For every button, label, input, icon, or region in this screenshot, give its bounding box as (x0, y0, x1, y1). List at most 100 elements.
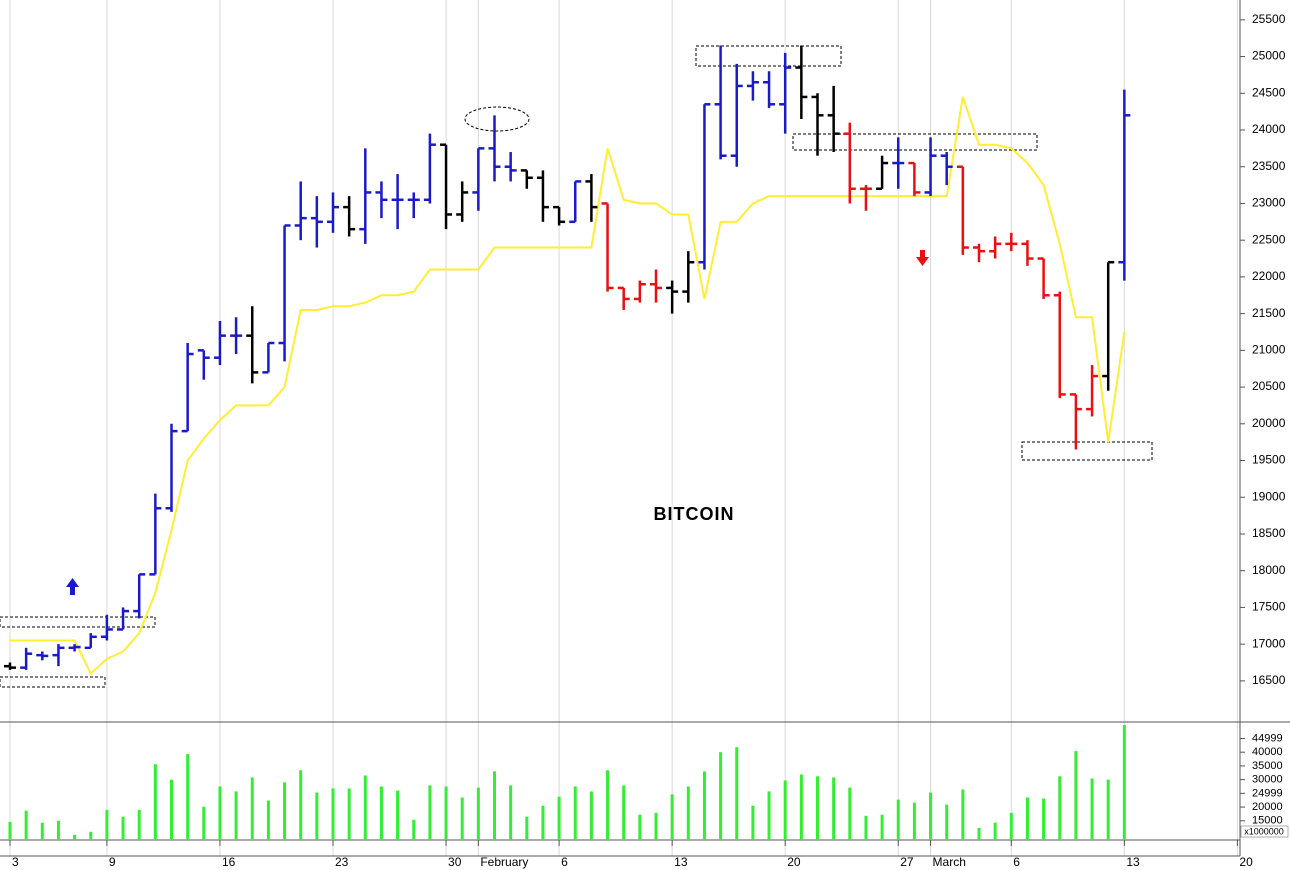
volume-bar (606, 770, 610, 840)
volume-bar (670, 794, 674, 840)
y-tick-label: 17000 (1252, 636, 1286, 650)
y-tick-label: 23000 (1252, 196, 1286, 210)
annotation-box (0, 616, 156, 628)
volume-bar (929, 792, 933, 840)
annotation-box (1021, 441, 1153, 461)
up-arrow (66, 578, 79, 595)
x-tick-label: 23 (335, 855, 349, 869)
volume-bar (428, 785, 432, 840)
volume-bar (832, 777, 836, 840)
x-tick-label: 6 (561, 855, 568, 869)
volume-bar (1074, 751, 1078, 840)
volume-bar (186, 754, 190, 840)
volume-bar (541, 805, 545, 840)
volume-bar (816, 776, 819, 840)
volume-bar (1090, 778, 1094, 840)
y-tick-label: 20500 (1252, 379, 1286, 393)
volume-bar (299, 770, 303, 840)
volume-bar (589, 791, 593, 840)
y-tick-label: 25500 (1252, 12, 1286, 26)
annotation-box (695, 45, 842, 67)
volume-bar (751, 805, 755, 840)
y-tick-label: 24500 (1252, 85, 1286, 99)
y-tick-label: 17500 (1252, 600, 1286, 614)
x-tick-label: 27 (900, 855, 914, 869)
volume-bar (412, 819, 416, 840)
volume-bar (218, 786, 222, 840)
volume-y-tick-label: 24999 (1252, 787, 1283, 799)
volume-bar (573, 786, 577, 840)
x-tick-label: 13 (674, 855, 688, 869)
volume-bar (153, 764, 157, 840)
volume-bar (315, 792, 319, 840)
volume-bar (622, 785, 626, 840)
volume-bar (767, 791, 771, 840)
volume-bar (702, 771, 706, 840)
x-tick-label: 20 (1239, 855, 1253, 869)
volume-bar (24, 810, 28, 840)
volume-y-tick-label: 40000 (1252, 746, 1283, 758)
volume-bar (1025, 797, 1029, 840)
unit-box (1240, 825, 1289, 838)
volume-bar (977, 827, 981, 840)
volume-bar (250, 777, 254, 840)
y-tick-label: 23500 (1252, 159, 1286, 173)
volume-bar (880, 814, 884, 840)
volume-bar (509, 785, 513, 840)
volume-bar (89, 831, 93, 840)
volume-y-tick-label: 15000 (1252, 815, 1283, 827)
y-tick-label: 16500 (1252, 673, 1286, 687)
volume-bar (234, 791, 238, 840)
volume-bar (961, 789, 965, 840)
volume-bar (654, 812, 658, 840)
chart-title: BITCOIN (654, 504, 735, 524)
volume-bar (121, 816, 125, 840)
volume-bar (993, 822, 997, 840)
volume-bar (1042, 798, 1046, 840)
volume-bar (40, 822, 44, 840)
volume-bar (379, 786, 383, 840)
volume-bar (266, 800, 270, 840)
volume-bar (1009, 812, 1013, 840)
down-arrow (916, 250, 929, 266)
volume-bar (945, 804, 949, 840)
x-tick-label: 9 (109, 855, 116, 869)
y-tick-label: 21500 (1252, 306, 1286, 320)
x-tick-label: 16 (222, 855, 236, 869)
volume-bar (105, 809, 109, 840)
volume-bar (864, 815, 868, 840)
volume-y-tick-label: 44999 (1252, 732, 1283, 744)
volume-bar (363, 775, 367, 840)
volume-bar (735, 747, 739, 840)
y-tick-label: 24000 (1252, 122, 1286, 136)
volume-bar (396, 790, 400, 840)
volume-unit-label: x1000000 (1244, 826, 1284, 836)
volume-bar (444, 786, 448, 840)
x-tick-label: March (933, 855, 966, 869)
annotation-ellipse (464, 106, 530, 132)
y-tick-label: 19000 (1252, 489, 1286, 503)
y-tick-label: 21000 (1252, 343, 1286, 357)
annotation-box (792, 133, 1038, 151)
volume-bar (137, 809, 141, 840)
y-tick-label: 18000 (1252, 563, 1286, 577)
x-tick-label: 3 (12, 855, 19, 869)
volume-bar (848, 787, 852, 840)
volume-y-tick-label: 30000 (1252, 774, 1283, 786)
volume-bar (73, 834, 77, 840)
x-tick-label: February (480, 855, 528, 869)
volume-bar (202, 806, 206, 840)
x-tick-label: 20 (787, 855, 801, 869)
y-tick-label: 22500 (1252, 232, 1286, 246)
volume-bar (783, 780, 787, 840)
x-tick-label: 13 (1126, 855, 1140, 869)
volume-bar (8, 821, 12, 840)
indicator-line (10, 96, 1126, 676)
volume-bar (1106, 779, 1110, 840)
y-tick-label: 25000 (1252, 49, 1286, 63)
y-tick-label: 20000 (1252, 416, 1286, 430)
volume-bar (719, 752, 723, 840)
volume-bar (799, 774, 803, 840)
volume-bar (476, 787, 480, 840)
